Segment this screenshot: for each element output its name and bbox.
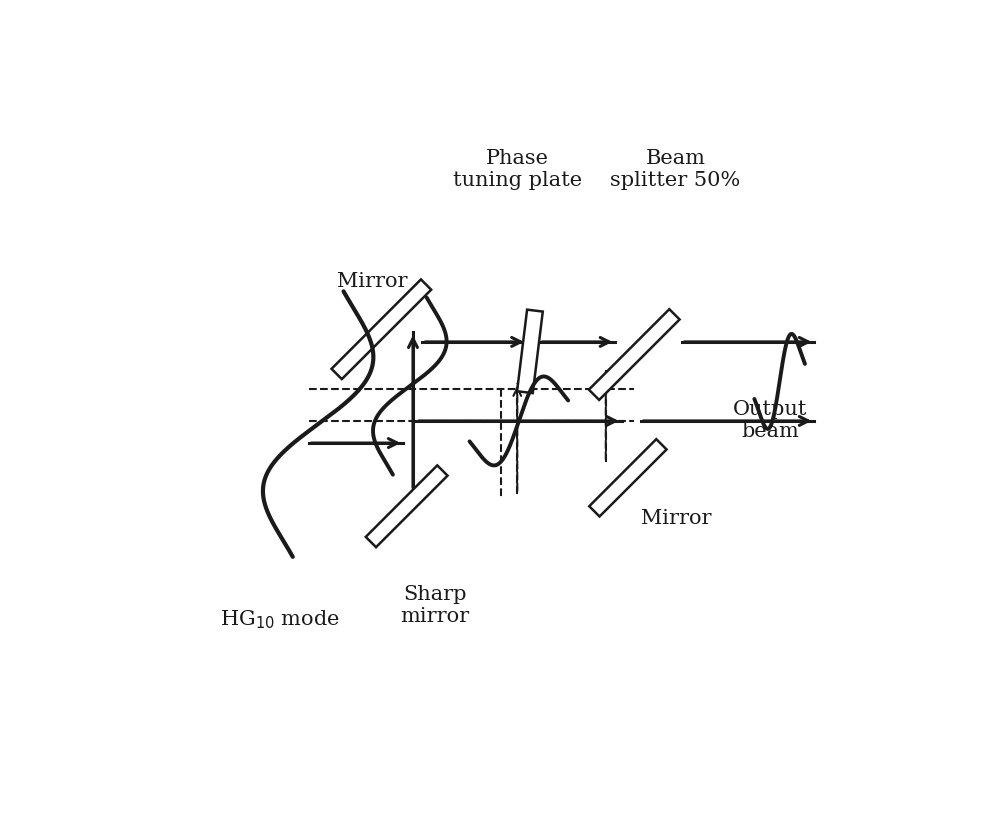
Text: HG$_{10}$ mode: HG$_{10}$ mode: [220, 608, 340, 631]
Polygon shape: [366, 466, 448, 547]
Polygon shape: [589, 310, 680, 400]
Text: Phase
tuning plate: Phase tuning plate: [453, 149, 582, 190]
Polygon shape: [332, 279, 432, 379]
Polygon shape: [517, 310, 542, 393]
Text: Mirror: Mirror: [337, 273, 408, 291]
Text: Mirror: Mirror: [640, 509, 711, 529]
Polygon shape: [589, 439, 667, 516]
Text: Output
beam: Output beam: [733, 401, 808, 442]
Text: Beam
splitter 50%: Beam splitter 50%: [610, 149, 741, 190]
Text: Sharp
mirror: Sharp mirror: [401, 585, 470, 626]
